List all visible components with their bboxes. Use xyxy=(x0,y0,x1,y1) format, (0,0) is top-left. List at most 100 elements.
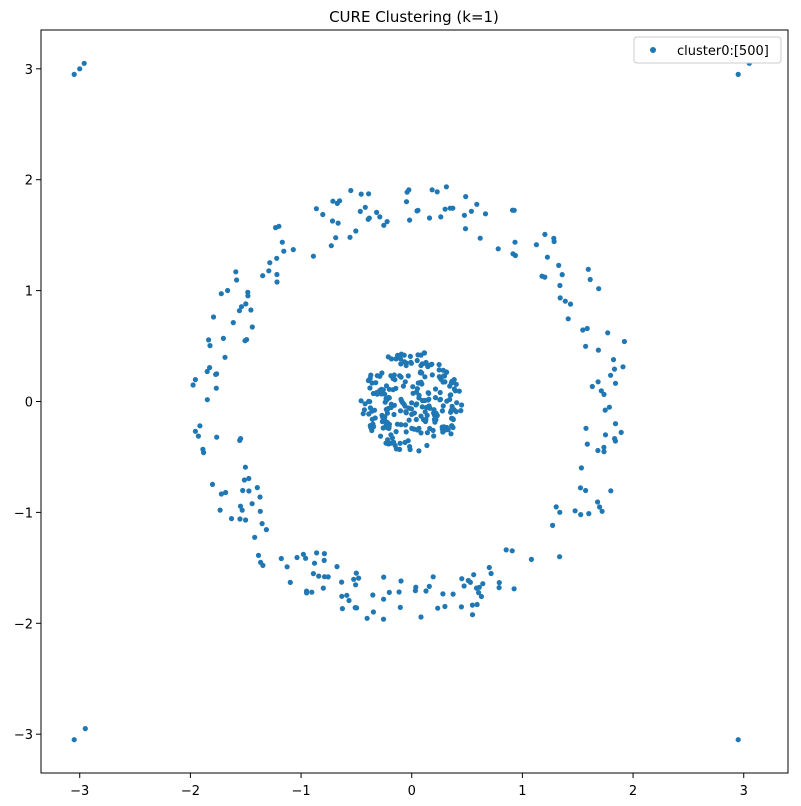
scatter-point xyxy=(218,491,224,497)
scatter-point xyxy=(416,392,422,398)
scatter-point xyxy=(440,367,446,373)
scatter-point xyxy=(386,589,392,596)
scatter-point xyxy=(388,373,394,379)
scatter-point xyxy=(236,308,242,314)
scatter-point xyxy=(257,494,263,500)
scatter-point xyxy=(368,372,374,378)
y-tick-label: −3 xyxy=(14,728,33,743)
scatter-point xyxy=(239,507,245,513)
scatter-point xyxy=(362,401,368,407)
scatter-point xyxy=(413,416,419,423)
scatter-point xyxy=(237,503,244,509)
scatter-point xyxy=(453,409,459,415)
scatter-point xyxy=(391,402,397,408)
scatter-point xyxy=(432,386,439,392)
scatter-point xyxy=(398,578,404,584)
scatter-point xyxy=(565,316,571,322)
scatter-point xyxy=(450,416,456,423)
scatter-point xyxy=(71,71,77,77)
scatter-point xyxy=(316,573,322,579)
scatter-point xyxy=(450,591,456,597)
scatter-point xyxy=(412,588,418,594)
scatter-point xyxy=(383,383,390,389)
scatter-point xyxy=(621,338,628,345)
scatter-point xyxy=(246,475,252,482)
scatter-point xyxy=(353,582,359,588)
scatter-point xyxy=(390,387,396,393)
scatter-point xyxy=(192,377,198,383)
scatter-point xyxy=(335,220,341,226)
scatter-point xyxy=(608,488,614,494)
scatter-point xyxy=(366,191,372,197)
scatter-point xyxy=(401,352,407,358)
scatter-point xyxy=(403,409,409,415)
scatter-point xyxy=(398,396,404,402)
scatter-point xyxy=(416,425,422,431)
scatter-point xyxy=(223,489,229,496)
scatter-point xyxy=(257,508,263,514)
scatter-point xyxy=(602,432,609,438)
scatter-point xyxy=(398,374,404,380)
scatter-point xyxy=(243,301,249,307)
scatter-point xyxy=(383,440,389,446)
scatter-point xyxy=(384,410,390,416)
scatter-point xyxy=(325,574,331,580)
scatter-point xyxy=(429,187,435,193)
scatter-point xyxy=(413,402,419,408)
scatter-point xyxy=(77,66,83,72)
scatter-point xyxy=(486,564,492,571)
scatter-point xyxy=(583,487,589,494)
scatter-point xyxy=(612,421,619,427)
scatter-point xyxy=(433,410,439,416)
scatter-point xyxy=(474,601,480,608)
scatter-point xyxy=(82,726,88,732)
scatter-point xyxy=(449,423,455,429)
scatter-point xyxy=(367,399,373,405)
scatter-point xyxy=(605,330,611,336)
scatter-point xyxy=(443,184,449,190)
plot-area xyxy=(41,30,788,773)
scatter-point xyxy=(454,400,460,406)
scatter-point xyxy=(429,361,435,367)
scatter-point xyxy=(422,374,428,380)
scatter-point xyxy=(447,383,453,389)
scatter-point xyxy=(618,429,624,435)
scatter-point xyxy=(379,419,385,425)
scatter-point xyxy=(374,389,380,396)
scatter-point xyxy=(321,551,327,557)
scatter-point xyxy=(249,501,255,507)
scatter-point xyxy=(255,552,262,559)
scatter-point xyxy=(437,389,443,396)
scatter-point xyxy=(329,218,336,224)
scatter-point xyxy=(580,327,586,333)
scatter-point xyxy=(423,588,429,594)
scatter-point xyxy=(411,410,417,416)
scatter-point xyxy=(608,372,614,378)
scatter-point xyxy=(403,362,409,369)
scatter-point xyxy=(353,228,359,234)
scatter-point xyxy=(578,511,584,518)
scatter-point xyxy=(577,485,584,491)
scatter-point xyxy=(81,60,87,66)
scatter-point xyxy=(557,295,563,301)
scatter-point xyxy=(381,574,387,580)
scatter-point xyxy=(357,208,363,214)
scatter-point xyxy=(358,398,364,404)
scatter-point xyxy=(422,409,428,415)
x-tick-label: 0 xyxy=(408,784,416,799)
y-tick-label: 3 xyxy=(25,63,33,78)
scatter-point xyxy=(442,603,448,610)
scatter-point xyxy=(397,440,403,446)
scatter-point xyxy=(238,304,245,310)
scatter-point xyxy=(476,584,482,590)
y-tick-label: 0 xyxy=(25,396,33,411)
scatter-point xyxy=(432,395,439,401)
scatter-point xyxy=(431,433,437,439)
scatter-point xyxy=(598,388,604,394)
scatter-point xyxy=(418,369,424,375)
scatter-point xyxy=(356,575,362,581)
scatter-point xyxy=(245,289,251,295)
scatter-point xyxy=(439,408,445,414)
scatter-point xyxy=(284,564,290,570)
scatter-point xyxy=(276,223,282,229)
